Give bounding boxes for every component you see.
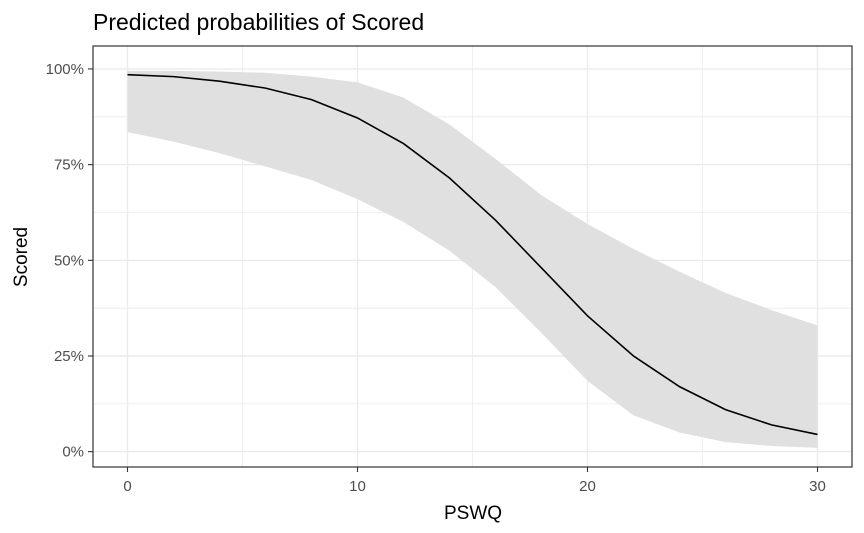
x-tick-label: 10 (349, 478, 366, 495)
x-axis-title: PSWQ (444, 503, 502, 524)
y-axis: 0% 25% 50% 75% 100% (46, 61, 93, 461)
y-axis-title: Scored (11, 227, 32, 287)
x-tick-label: 0 (123, 478, 131, 495)
y-tick-label: 75% (54, 157, 84, 174)
chart-title: Predicted probabilities of Scored (93, 9, 424, 35)
x-axis: 0 10 20 30 (123, 467, 826, 495)
x-tick-label: 30 (809, 478, 826, 495)
panel-border (92, 45, 853, 468)
y-tick-label: 50% (54, 252, 84, 269)
series-line (127, 73, 818, 436)
y-tick-label: 0% (62, 444, 84, 461)
confidence-ribbon (127, 70, 818, 448)
x-tick-label: 20 (579, 478, 596, 495)
y-tick-label: 25% (54, 348, 84, 365)
y-tick-label: 100% (46, 61, 84, 78)
